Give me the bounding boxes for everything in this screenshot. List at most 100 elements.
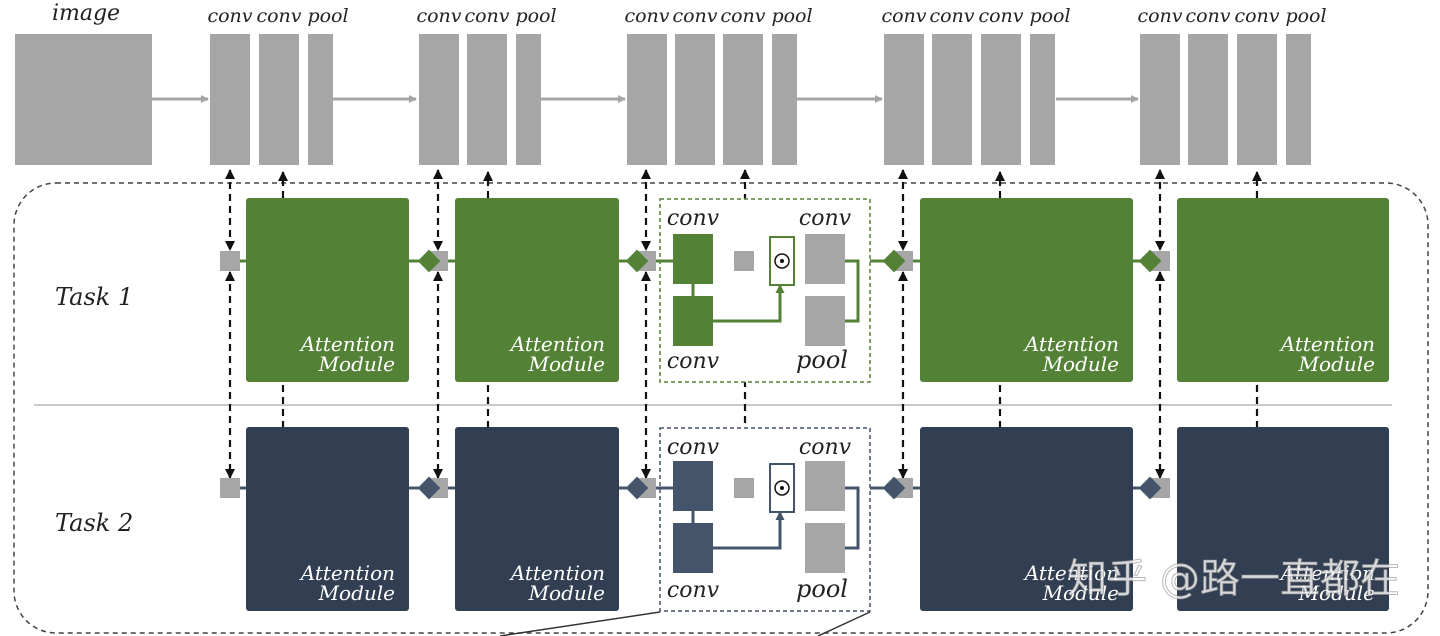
- task-networks-container: [13, 182, 1429, 634]
- shared-conv-block: [1140, 34, 1180, 165]
- watermark: 知乎 @路一直都在: [1067, 556, 1400, 602]
- shared-conv-block: [1188, 34, 1228, 165]
- shared-conv-label: conv: [1137, 5, 1182, 27]
- shared-conv-block: [259, 34, 299, 165]
- shared-conv-label: conv: [464, 5, 509, 27]
- input-image-block: [15, 34, 152, 165]
- zoom-line-right: [817, 611, 871, 636]
- shared-pool-label: pool: [1285, 5, 1326, 27]
- task-2-label: Task 2: [55, 509, 133, 537]
- shared-stage-5: conv conv conv pool: [1137, 5, 1327, 165]
- shared-feature-node: [220, 478, 240, 498]
- shared-pool-block: [1286, 34, 1311, 165]
- attention-label-line1: Attention: [509, 561, 605, 585]
- attention-label-line2: Module: [528, 352, 605, 376]
- shared-conv-label: conv: [881, 5, 926, 27]
- shared-conv-block: [1237, 34, 1277, 165]
- attention-output-node: [417, 476, 441, 500]
- shared-stage-1: conv conv pool: [207, 5, 349, 165]
- shared-feature-node: [734, 478, 754, 498]
- shared-conv-label: conv: [929, 5, 974, 27]
- shared-conv-block: [419, 34, 459, 165]
- attention-label-line2: Module: [1042, 581, 1119, 605]
- shared-conv-label: conv: [720, 5, 765, 27]
- attention-label-line1: Attention: [1023, 332, 1119, 356]
- detail-conv-block-shared: [805, 234, 845, 284]
- shared-conv-block: [981, 34, 1021, 165]
- attention-label-line1: Attention: [509, 332, 605, 356]
- attention-module-detail: conv conv conv pool: [656, 427, 871, 612]
- detail-conv-block: [673, 234, 713, 284]
- shared-stage-3: conv conv conv pool: [624, 5, 813, 165]
- shared-stage-4: conv conv conv pool: [881, 5, 1071, 165]
- shared-pool-label: pool: [515, 5, 556, 27]
- attention-label-line2: Module: [528, 581, 605, 605]
- shared-pool-label: pool: [307, 5, 348, 27]
- shared-conv-block: [675, 34, 715, 165]
- attention-label-line1: Attention: [299, 332, 395, 356]
- shared-conv-label: conv: [1185, 5, 1230, 27]
- shared-pool-block: [516, 34, 541, 165]
- attention-label-line2: Module: [1042, 352, 1119, 376]
- shared-conv-block: [210, 34, 250, 165]
- shared-pool-block: [308, 34, 333, 165]
- attention-label-line1: Attention: [1279, 561, 1375, 585]
- shared-pool-label: pool: [771, 5, 812, 27]
- task-1-network: Task 1 AttentionModuleAttentionModuleAtt…: [55, 198, 1389, 383]
- detail-conv-block: [673, 296, 713, 346]
- shared-network: image conv conv pool conv conv pool conv conv co…: [15, 1, 1327, 165]
- detail-conv-label: conv: [799, 435, 852, 460]
- shared-pool-label: pool: [1029, 5, 1070, 27]
- attention-label-line2: Module: [1298, 581, 1375, 605]
- shared-feature-node: [734, 251, 754, 271]
- task-2-network: Task 2 AttentionModuleAttentionModuleAtt…: [55, 427, 1389, 612]
- detail-pool-block-shared: [805, 523, 845, 573]
- detail-conv-label: conv: [667, 349, 720, 374]
- shared-pool-block: [1030, 34, 1055, 165]
- shared-conv-block: [723, 34, 763, 165]
- zoom-line-left: [499, 611, 661, 636]
- detail-conv-block-shared: [805, 461, 845, 511]
- attention-label-line1: Attention: [1279, 332, 1375, 356]
- shared-conv-block: [627, 34, 667, 165]
- attention-output-node: [1138, 476, 1162, 500]
- shared-conv-block: [467, 34, 507, 165]
- detail-pool-label: pool: [796, 346, 848, 374]
- attention-label-line2: Module: [1298, 352, 1375, 376]
- detail-pool-block-shared: [805, 296, 845, 346]
- shared-conv-label: conv: [978, 5, 1023, 27]
- detail-conv-block: [673, 461, 713, 511]
- shared-conv-label: conv: [416, 5, 461, 27]
- shared-stage-2: conv conv pool: [416, 5, 557, 165]
- task-1-label: Task 1: [55, 283, 133, 311]
- shared-conv-label: conv: [672, 5, 717, 27]
- detail-pool-label: pool: [796, 575, 848, 603]
- shared-pool-block: [772, 34, 797, 165]
- shared-conv-label: conv: [624, 5, 669, 27]
- shared-conv-label: conv: [1234, 5, 1279, 27]
- attention-output-node: [625, 476, 649, 500]
- shared-conv-block: [884, 34, 924, 165]
- attention-output-node: [882, 476, 906, 500]
- image-label: image: [52, 1, 120, 26]
- attention-module-detail: conv conv conv pool: [656, 198, 871, 383]
- detail-conv-label: conv: [799, 206, 852, 231]
- detail-conv-label: conv: [667, 578, 720, 603]
- detail-conv-label: conv: [667, 435, 720, 460]
- detail-conv-block: [673, 523, 713, 573]
- detail-conv-label: conv: [667, 206, 720, 231]
- attention-label-line2: Module: [318, 352, 395, 376]
- shared-conv-label: conv: [256, 5, 301, 27]
- shared-conv-label: conv: [207, 5, 252, 27]
- shared-feature-node: [220, 251, 240, 271]
- attention-label-line1: Attention: [299, 561, 395, 585]
